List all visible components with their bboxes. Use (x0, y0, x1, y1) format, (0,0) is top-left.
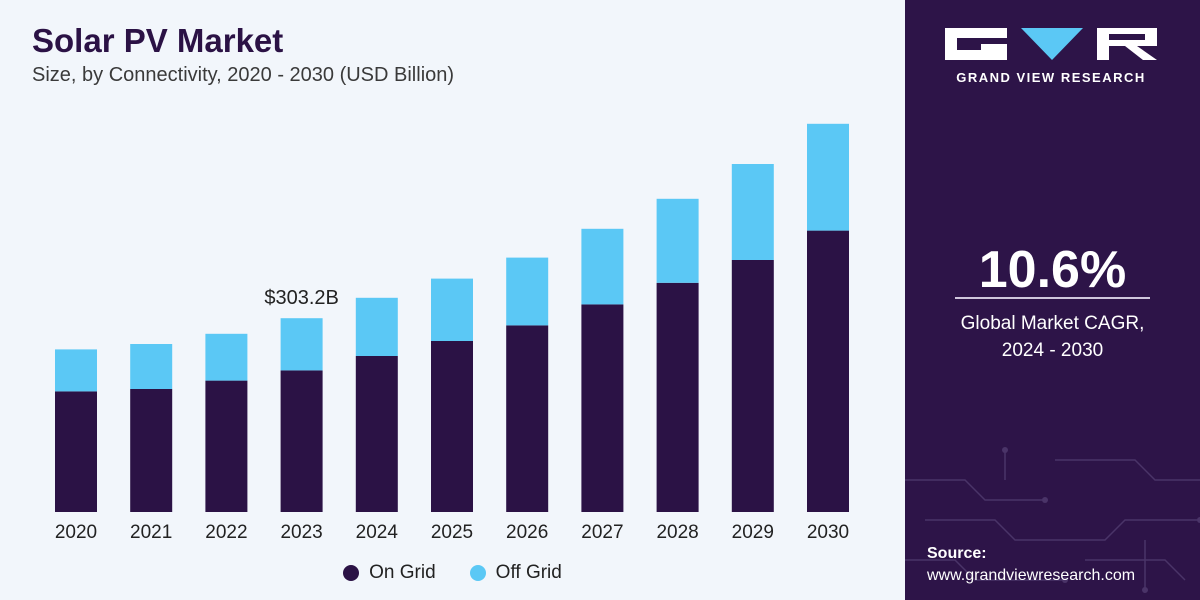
chart-legend: On Grid Off Grid (0, 562, 905, 584)
data-label-2023: $303.2B (264, 287, 339, 309)
sidebar-panel: GRAND VIEW RESEARCH 10.6% Global Market … (905, 0, 1200, 600)
x-tick-label-2030: 2030 (807, 522, 849, 543)
chart-subtitle: Size, by Connectivity, 2020 - 2030 (USD … (32, 64, 455, 86)
grand-view-research-logo (945, 28, 1157, 60)
bar-off-grid-2030 (807, 123, 849, 231)
x-tick-label-2023: 2023 (280, 522, 322, 543)
bar-off-grid-2022 (205, 333, 248, 381)
bar-off-grid-2029 (731, 164, 774, 260)
x-tick-label-2024: 2024 (356, 522, 399, 543)
chart-panel: Solar PV Market Size, by Connectivity, 2… (0, 22, 905, 584)
bar-on-grid-2021 (130, 389, 173, 512)
bar-on-grid-2027 (581, 304, 624, 512)
x-tick-label-2021: 2021 (130, 522, 172, 543)
x-tick-label-2026: 2026 (506, 522, 548, 543)
bar-on-grid-2023 (280, 370, 323, 512)
bar-on-grid-2028 (656, 282, 699, 512)
bar-off-grid-2024 (355, 297, 398, 356)
bar-on-grid-2025 (431, 341, 473, 512)
stacked-bar-chart: 2020 2021 2022 2023 $303.2B 2024 2025 2026 2027 2… (55, 123, 849, 543)
bar-off-grid-2028 (656, 198, 699, 283)
legend-swatch-on-grid (343, 565, 360, 581)
logo-text: GRAND VIEW RESEARCH (956, 70, 1146, 85)
legend-item-off-grid: Off Grid (469, 562, 562, 584)
chart-title: Solar PV Market (32, 22, 284, 59)
bar-on-grid-2026 (506, 325, 549, 512)
cagr-label: Global Market CAGR, 2024 - 2030 (905, 310, 1200, 364)
x-tick-label-2020: 2020 (55, 522, 97, 543)
bar-on-grid-2030 (807, 230, 849, 512)
x-tick-label-2022: 2022 (205, 522, 247, 543)
cagr-value: 10.6% (978, 241, 1127, 299)
legend-swatch-off-grid (469, 565, 486, 581)
source-url[interactable]: www.grandviewresearch.com (927, 567, 1136, 584)
bar-on-grid-2022 (205, 380, 248, 512)
bar-off-grid-2025 (431, 278, 473, 341)
cagr-label-line1: Global Market CAGR, (960, 313, 1145, 334)
x-tick-label-2025: 2025 (431, 522, 473, 543)
bar-on-grid-2020 (55, 391, 97, 512)
bar-off-grid-2026 (506, 257, 549, 326)
x-tick-label-2028: 2028 (656, 522, 698, 543)
bar-off-grid-2020 (55, 349, 97, 392)
bar-off-grid-2021 (130, 344, 173, 389)
cagr-label-line2: 2024 - 2030 (1001, 340, 1104, 361)
x-tick-label-2029: 2029 (732, 522, 774, 543)
legend-label-on-grid: On Grid (369, 562, 436, 583)
bar-on-grid-2024 (355, 356, 398, 512)
bar-off-grid-2027 (581, 228, 624, 305)
cagr-divider (955, 297, 1150, 299)
legend-label-off-grid: Off Grid (495, 562, 562, 583)
x-tick-label-2027: 2027 (581, 522, 623, 543)
bar-off-grid-2023 (280, 318, 323, 371)
legend-item-on-grid: On Grid (343, 562, 436, 584)
source-label: Source: (927, 545, 987, 562)
circuit-pattern-icon (905, 447, 1200, 593)
bar-on-grid-2029 (731, 260, 774, 512)
